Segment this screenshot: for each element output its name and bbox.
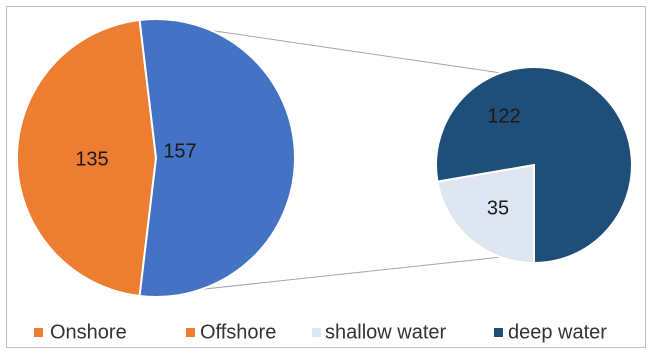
slice-shallow-water: [436, 163, 535, 265]
legend-label-onshore: Onshore: [50, 321, 127, 343]
legend-label-deep-water: deep water: [508, 321, 607, 343]
legend-label-shallow-water: shallow water: [325, 321, 447, 343]
legend: Onshore Offshore shallow water deep wate…: [34, 321, 607, 343]
slice-offshore: [138, 18, 296, 298]
legend-swatch-offshore: [186, 328, 195, 337]
secondary-pie: [434, 66, 633, 265]
data-label-offshore: 157: [163, 140, 196, 162]
slice-onshore: [15, 18, 158, 298]
data-label-deep-water: 122: [487, 105, 520, 127]
legend-swatch-onshore: [34, 328, 43, 337]
data-labels: 135 157 35 122: [75, 105, 520, 219]
slice-deep-water: [434, 66, 633, 265]
data-label-onshore: 135: [75, 148, 108, 170]
legend-swatch-shallow-water: [312, 328, 321, 337]
legend-swatch-deep-water: [494, 328, 503, 337]
data-label-shallow-water: 35: [487, 197, 509, 219]
legend-label-offshore: Offshore: [200, 321, 276, 343]
main-pie: [15, 18, 296, 298]
